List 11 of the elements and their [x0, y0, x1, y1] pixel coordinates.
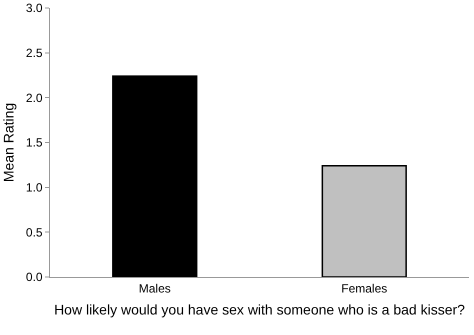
x-tick-label: Females	[341, 281, 388, 296]
y-tick-label: 1.5	[26, 136, 43, 150]
y-tick-label: 0.0	[26, 270, 43, 284]
y-tick-label: 0.5	[26, 225, 43, 240]
x-tick-label: Males	[138, 281, 171, 296]
y-tick-label: 2.0	[26, 90, 43, 105]
y-tick-label: 3.0	[26, 1, 43, 16]
y-axis-title: Mean Rating	[0, 102, 17, 182]
y-tick-label: 1.0	[26, 180, 43, 195]
y-tick-label: 2.5	[26, 46, 43, 60]
x-axis-title: How likely would you have sex with someone who is a bad kisser?	[54, 302, 466, 318]
